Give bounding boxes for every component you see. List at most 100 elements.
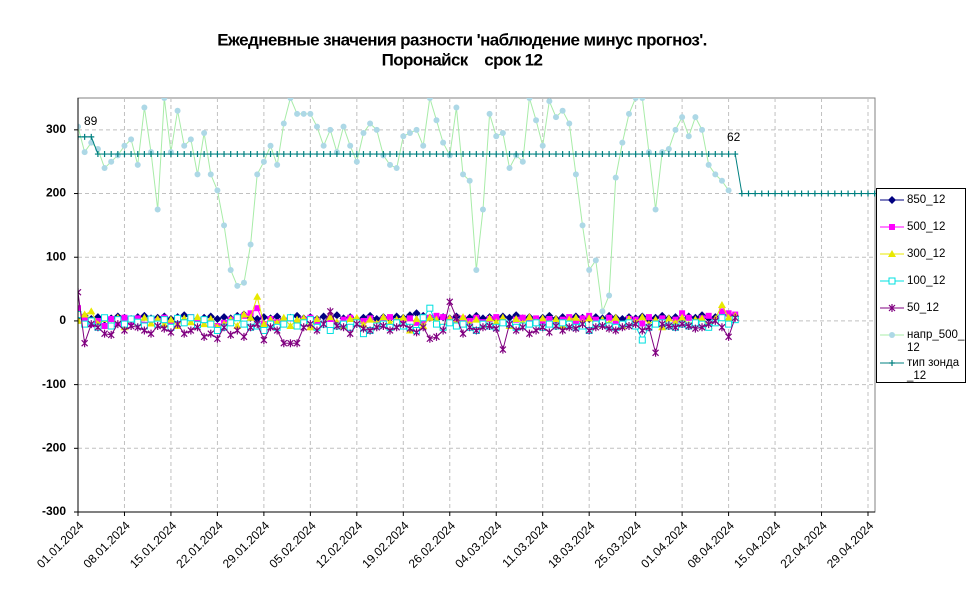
marker	[101, 314, 109, 322]
marker	[386, 326, 394, 335]
marker	[459, 329, 467, 338]
marker	[678, 313, 687, 321]
legend-entry: напр_500_12	[879, 329, 965, 355]
series	[78, 288, 739, 357]
marker	[639, 151, 646, 158]
marker	[571, 313, 580, 321]
marker	[121, 151, 128, 158]
marker	[187, 151, 194, 158]
marker	[432, 320, 440, 328]
marker	[419, 323, 427, 332]
marker	[280, 120, 287, 127]
marker	[426, 304, 434, 312]
marker	[121, 142, 128, 149]
marker	[459, 313, 468, 321]
marker	[785, 190, 792, 197]
marker	[240, 320, 248, 328]
marker	[240, 332, 248, 341]
marker	[493, 151, 500, 158]
marker	[134, 323, 142, 332]
marker	[420, 142, 427, 149]
marker	[525, 313, 534, 321]
x-tick-label: 01.04.2024	[638, 518, 691, 571]
legend-swatch	[880, 250, 904, 257]
marker	[246, 313, 255, 321]
marker	[725, 332, 733, 341]
marker	[207, 320, 215, 328]
marker	[373, 126, 380, 133]
marker	[193, 313, 202, 321]
marker	[499, 319, 507, 327]
marker	[552, 151, 559, 158]
marker	[499, 151, 506, 158]
marker	[114, 320, 122, 329]
marker	[718, 314, 726, 322]
marker	[207, 171, 214, 178]
marker	[679, 310, 686, 317]
marker	[406, 130, 413, 137]
marker	[326, 307, 334, 316]
marker	[200, 332, 208, 341]
marker	[147, 319, 156, 327]
marker	[486, 151, 493, 158]
marker	[692, 151, 699, 158]
marker	[612, 174, 619, 181]
marker	[267, 142, 274, 149]
marker	[679, 114, 686, 121]
grid	[74, 98, 875, 516]
marker	[267, 151, 274, 158]
marker	[154, 322, 162, 331]
marker	[340, 316, 347, 323]
marker	[472, 326, 480, 335]
marker	[888, 196, 896, 204]
marker	[705, 312, 712, 319]
legend-swatch	[880, 332, 904, 338]
marker	[128, 151, 135, 158]
marker	[772, 190, 779, 197]
x-tick-label: 18.03.2024	[545, 518, 598, 571]
marker	[352, 313, 361, 321]
marker	[612, 317, 619, 324]
marker	[712, 171, 719, 178]
marker	[340, 123, 347, 130]
legend-swatch	[880, 360, 904, 366]
marker	[758, 190, 765, 197]
marker	[572, 171, 579, 178]
marker	[293, 315, 302, 323]
legend-label: 850_12	[907, 194, 946, 206]
annotation: 89	[84, 114, 98, 128]
marker	[645, 323, 653, 332]
marker	[731, 313, 739, 322]
chart-subtitle: Поронайск срок 12	[382, 50, 543, 69]
marker	[353, 320, 361, 329]
marker	[512, 326, 520, 335]
marker	[128, 136, 135, 143]
marker	[380, 151, 387, 158]
x-tick-label: 26.02.2024	[406, 518, 459, 571]
marker	[565, 323, 573, 332]
marker	[167, 151, 174, 158]
marker	[505, 313, 514, 322]
marker	[287, 151, 294, 158]
marker	[566, 120, 573, 127]
marker	[294, 151, 301, 158]
marker	[280, 320, 288, 328]
marker	[399, 320, 407, 329]
marker	[851, 190, 858, 197]
marker	[114, 151, 121, 158]
marker	[254, 305, 261, 312]
marker	[313, 151, 320, 158]
marker	[605, 324, 613, 333]
marker	[78, 288, 82, 297]
marker	[619, 151, 626, 158]
marker	[519, 323, 527, 332]
marker	[373, 323, 381, 332]
marker	[200, 320, 209, 328]
marker	[313, 326, 321, 335]
marker	[479, 323, 487, 332]
marker	[360, 324, 367, 333]
marker	[712, 151, 719, 158]
marker	[274, 151, 281, 158]
marker	[161, 98, 168, 101]
marker	[725, 320, 733, 328]
